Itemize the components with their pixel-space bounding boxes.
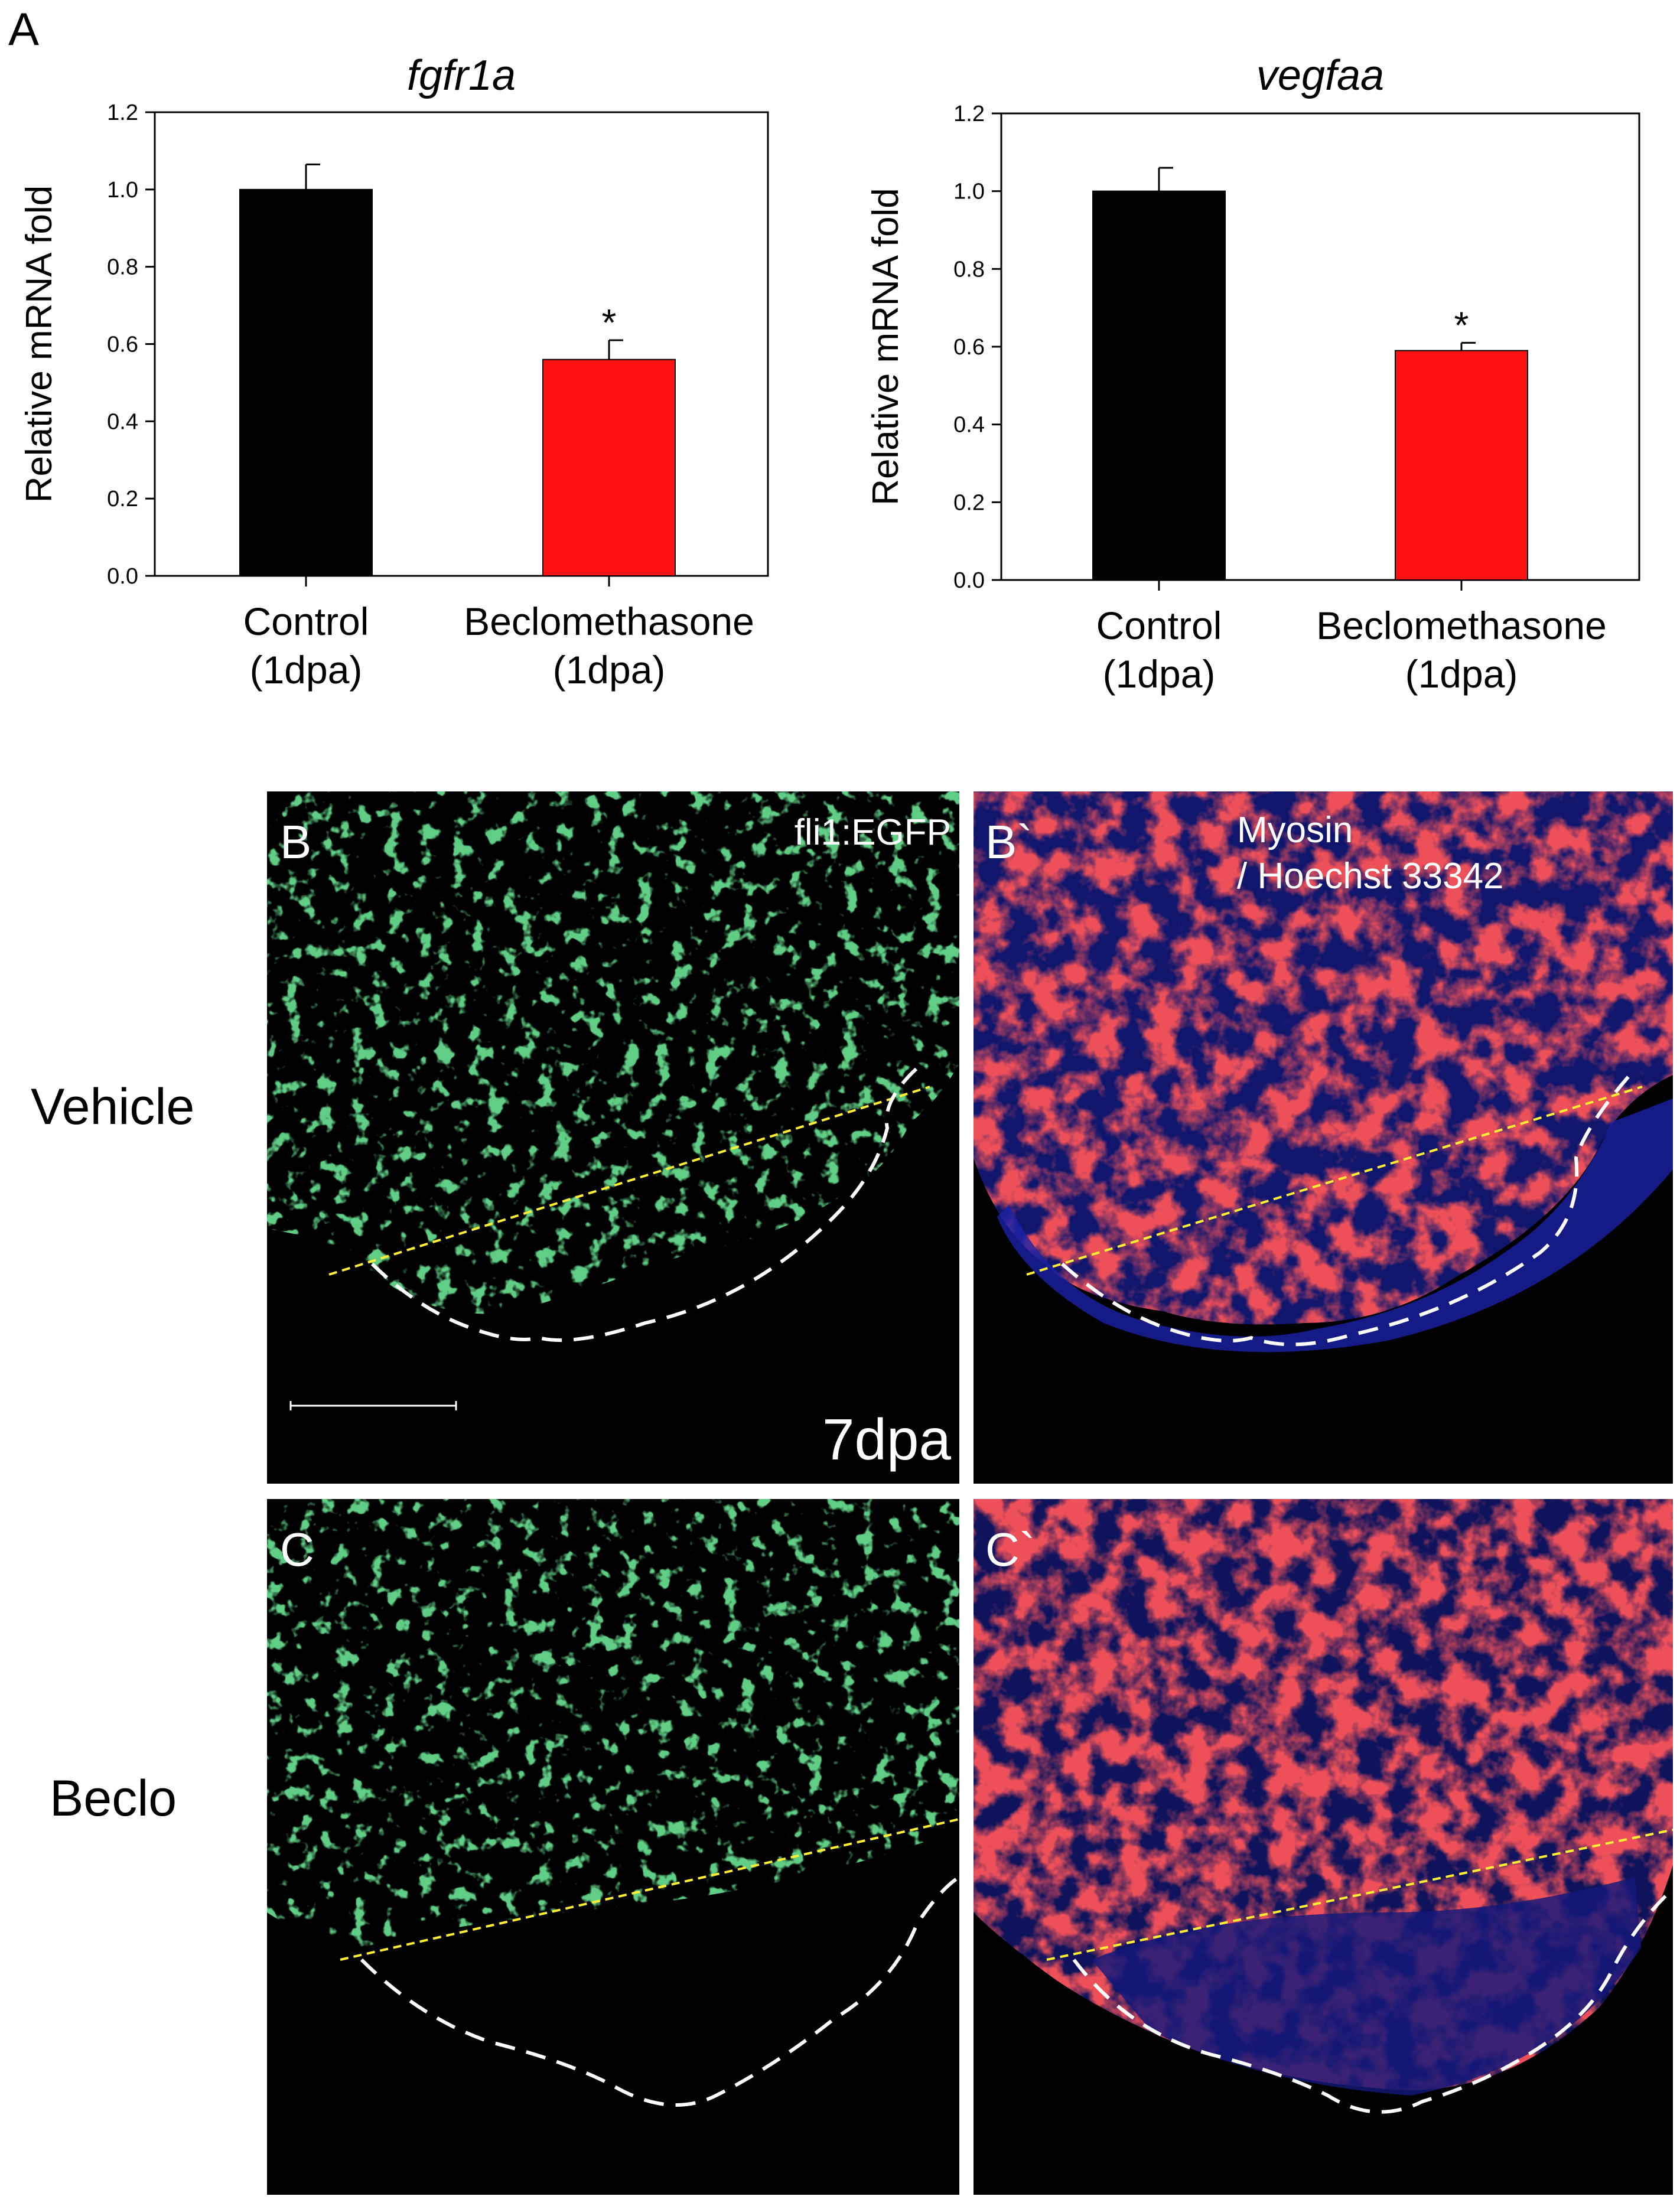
chart-svg-fgfr1a: fgfr1a 0.0 0.2 0.4 0.6 0.8 1.0 1.2 Relative mRNA… (19, 52, 769, 692)
wound-outline (370, 1061, 924, 1343)
y-tick-label: 1.0 (953, 180, 985, 204)
amputation-line (1046, 1829, 1673, 1961)
amputation-line (1026, 1086, 1643, 1276)
y-tick-label: 0.6 (953, 335, 985, 360)
x-tick-label-sub: (1dpa) (250, 648, 363, 692)
stain-label-hoechst: / Hoechst 33342 (1237, 856, 1504, 897)
micrograph-c-beclo-egfp: C (267, 1499, 959, 2195)
y-tick-label: 0.4 (107, 409, 138, 434)
timepoint-label: 7dpa (822, 1407, 951, 1472)
bar-chart-fgfr1a: fgfr1a 0.0 0.2 0.4 0.6 0.8 1.0 1.2 Relative mRNA… (0, 0, 839, 738)
myosin-stain-image (974, 791, 1673, 1484)
significance-marker: * (1454, 304, 1469, 346)
y-tick-label: 1.2 (953, 102, 985, 126)
panel-letter-b: B (280, 816, 312, 868)
y-tick-label: 0.4 (953, 413, 985, 438)
amputation-line (340, 1818, 959, 1961)
x-tick-label-sub: (1dpa) (553, 648, 666, 692)
y-tick-label: 0.2 (107, 487, 138, 511)
panel-letter-c: C (280, 1523, 314, 1576)
y-axis-label: Relative mRNA fold (19, 185, 60, 503)
y-tick-label: 0.0 (953, 568, 985, 593)
x-tick-label: Control (1096, 604, 1222, 647)
y-tick-label: 0.2 (953, 490, 985, 515)
vessel-network-image (267, 1499, 959, 2195)
row-label-beclo: Beclo (50, 1770, 177, 1827)
panel-letter-b-prime: B` (985, 816, 1033, 868)
panel-letter-a: A (8, 3, 40, 55)
y-tick-label: 1.2 (107, 100, 138, 125)
bar-control (239, 188, 373, 577)
y-tick-label: 0.8 (107, 255, 138, 280)
chart-title: fgfr1a (407, 52, 516, 99)
x-tick-label-sub: (1dpa) (1405, 652, 1518, 696)
x-tick-label-sub: (1dpa) (1103, 652, 1216, 696)
bar-chart-vegfaa: vegfaa 0.0 0.2 0.4 0.6 0.8 1.0 1.2 Relative mRNA… (839, 0, 1680, 738)
wound-outline (1061, 1068, 1637, 1347)
bar-beclomethasone (542, 359, 676, 577)
row-label-vehicle: Vehicle (31, 1078, 195, 1135)
bar-control (1092, 190, 1226, 581)
vessel-network-image (267, 791, 959, 1484)
chart-svg-vegfaa: vegfaa 0.0 0.2 0.4 0.6 0.8 1.0 1.2 Relative mRNA… (865, 52, 1640, 696)
myosin-stain-image (974, 1499, 1673, 2195)
panel-letter-c-prime: C` (985, 1523, 1036, 1576)
chart-title: vegfaa (1256, 52, 1384, 99)
y-axis-label: Relative mRNA fold (865, 188, 906, 506)
y-tick-label: 0.0 (107, 564, 138, 589)
stain-label-myosin: Myosin (1237, 810, 1353, 851)
wound-outline (360, 1875, 959, 2107)
amputation-line (328, 1086, 930, 1276)
y-tick-label: 0.6 (107, 333, 138, 357)
micrograph-b-prime-vehicle-myosin: B` Myosin / Hoechst 33342 (974, 791, 1673, 1484)
y-tick-label: 0.8 (953, 257, 985, 282)
stain-label-egfp: fli1:EGFP (794, 812, 951, 853)
x-tick-label: Beclomethasone (1316, 604, 1607, 647)
micrograph-c-prime-beclo-myosin: C` (974, 1499, 1673, 2195)
significance-marker: * (602, 301, 617, 344)
bar-beclomethasone (1395, 350, 1528, 581)
x-tick-label: Control (243, 599, 369, 643)
x-tick-label: Beclomethasone (464, 599, 754, 643)
wound-outline (1072, 1887, 1673, 2114)
micrograph-b-vehicle-egfp: B fli1:EGFP 7dpa (267, 791, 959, 1484)
y-tick-label: 1.0 (107, 178, 138, 203)
